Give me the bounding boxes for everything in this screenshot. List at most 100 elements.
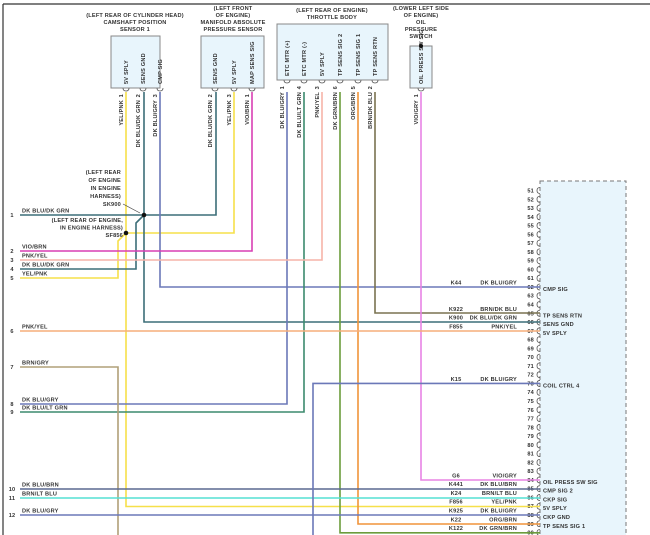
oil-wire-label: VIO/GRY (414, 100, 420, 125)
splice-sk900-id: SK900 (103, 202, 121, 208)
wire (420, 92, 540, 481)
tb-pin-name: TP SENS SIG 2 (338, 34, 344, 76)
pcm-pin-number: 61 (527, 276, 534, 282)
cam-wire-label: YEL/PNK (119, 100, 125, 126)
harness-row-number: 1 (10, 213, 13, 219)
splice-sf856-location: IN ENGINE HARNESS) (60, 226, 123, 232)
switch-contact-icon (419, 44, 423, 48)
harness-row-number: 3 (10, 258, 13, 264)
pcm-pin-number: 57 (527, 241, 534, 247)
pcm-pin-number: 76 (527, 408, 534, 414)
pin-terminal-icon (536, 353, 541, 361)
pcm-pin-number: 52 (527, 197, 534, 203)
pin-terminal-icon (536, 195, 541, 203)
harness-row-number: 8 (10, 402, 13, 408)
map-title: (LEFT FRONT (214, 6, 253, 12)
pcm-pin-number: 88 (527, 513, 534, 519)
cam-pin-number: 3 (153, 94, 159, 97)
tb-pin-number: 2 (368, 86, 374, 89)
pin-terminal-icon (536, 388, 541, 396)
splice-sk900-location: HARNESS) (90, 194, 121, 200)
pcm-pin-number: 78 (527, 425, 534, 431)
pin-terminal-icon (536, 230, 541, 238)
pcm-pin-function: CKP GND (543, 515, 570, 521)
splice-sk900-location: IN ENGINE (91, 186, 121, 192)
wire (125, 92, 540, 508)
pin-terminal-icon (536, 371, 541, 379)
pin-terminal-icon (336, 79, 344, 84)
pin-terminal-icon (536, 222, 541, 229)
cam-pin-number: 1 (119, 94, 125, 97)
splice-sk900-dot (141, 212, 147, 218)
wire (374, 92, 540, 314)
wire (159, 92, 540, 288)
map-wire-label: VIO/BRN (245, 100, 251, 125)
pin-terminal-icon (536, 292, 541, 300)
pcm-circuit-id: K441 (449, 482, 463, 488)
pcm-pin-function: SENS GND (543, 322, 574, 328)
pcm-pin-number: 69 (527, 346, 534, 352)
pcm-pin-number: 65 (527, 311, 534, 317)
pcm-pin-number: 68 (527, 338, 534, 344)
harness-wire-label: VIO/BRN (22, 245, 47, 251)
harness-wire-label: BRN/GRY (22, 361, 49, 367)
harness-wire-label: PNK/YEL (22, 254, 48, 260)
pcm-pin-function: 5V SPLY (543, 506, 567, 512)
tb-wire-label: PNK/YEL (315, 92, 321, 118)
pcm-wire-label: DK BLU/BRN (480, 482, 517, 488)
harness-wire-label: DK BLU/GRY (22, 509, 59, 515)
pcm-pin-number: 63 (527, 294, 534, 300)
tb-pin-number: 1 (280, 86, 286, 89)
map-wire-label: DK BLU/DK GRN (208, 100, 214, 147)
pcm-wire-label: ORG/BRN (489, 517, 517, 523)
tb-pin-name: 5V SPLY (320, 52, 326, 76)
pin-terminal-icon (536, 432, 541, 440)
oil-title: OF ENGINE) (404, 13, 439, 19)
oil-title: SWITCH (409, 34, 432, 40)
cam-pin-name: CMP SIG (158, 59, 164, 84)
pcm-circuit-id: F855 (449, 324, 463, 330)
oil-pin-name: OIL PRESS SW SIG (419, 29, 425, 84)
cam-pin-name: 5V SPLY (124, 60, 130, 84)
harness-row-number: 2 (10, 249, 13, 255)
splice-sf856-dot (123, 230, 129, 236)
pin-terminal-icon (536, 458, 541, 466)
pcm-pin-number: 74 (527, 390, 534, 396)
pcm-pin-number: 60 (527, 267, 534, 273)
harness-wire-label: DK BLU/DK GRN (22, 209, 69, 215)
pcm-pin-function: CKP SIG (543, 497, 567, 503)
cam-title: (LEFT REAR OF CYLINDER HEAD) (86, 13, 184, 19)
tb-wire-label: ORG/BRN (351, 92, 357, 120)
oil-title: PRESSURE (405, 27, 437, 33)
splice-sf856-id: SF856 (106, 233, 123, 239)
map-pin-name: 5V SPLY (232, 60, 238, 84)
pcm-pin-function: OIL PRESS SW SIG (543, 480, 598, 486)
pin-terminal-icon (354, 79, 362, 84)
pcm-wire-label: YEL/PNK (491, 500, 517, 506)
tb-wire-label: BRN/DK BLU (368, 92, 374, 129)
tb-pin-number: 3 (315, 86, 321, 89)
pcm-pin-number: 79 (527, 434, 534, 440)
pin-terminal-icon (536, 467, 541, 475)
pcm-connector (539, 180, 627, 535)
pin-terminal-icon (536, 362, 541, 370)
pcm-circuit-id: K925 (449, 508, 463, 514)
pcm-wire-label: DK GRN/BRN (479, 526, 517, 532)
tb-wire-label: DK GRN/BRN (333, 92, 339, 130)
splice-pointer-arrow (122, 203, 141, 214)
cam-wire-label: DK BLU/GRY (153, 100, 159, 137)
pin-terminal-icon (230, 87, 238, 92)
pcm-pin-number: 77 (527, 417, 534, 423)
harness-row-number: 9 (10, 410, 13, 416)
wire (20, 366, 119, 535)
pin-terminal-icon (536, 415, 541, 422)
cam-pin-name: SENS GND (141, 53, 147, 84)
map-pin-number: 2 (208, 94, 214, 97)
pin-terminal-icon (318, 79, 326, 84)
tb-pin-name: ETC MTR (+) (285, 40, 291, 76)
pcm-wire-label: PNK/YEL (491, 324, 517, 330)
pin-terminal-icon (536, 301, 541, 308)
pcm-pin-number: 62 (527, 285, 534, 291)
harness-wire-label: DK BLU/LT GRN (22, 406, 68, 412)
